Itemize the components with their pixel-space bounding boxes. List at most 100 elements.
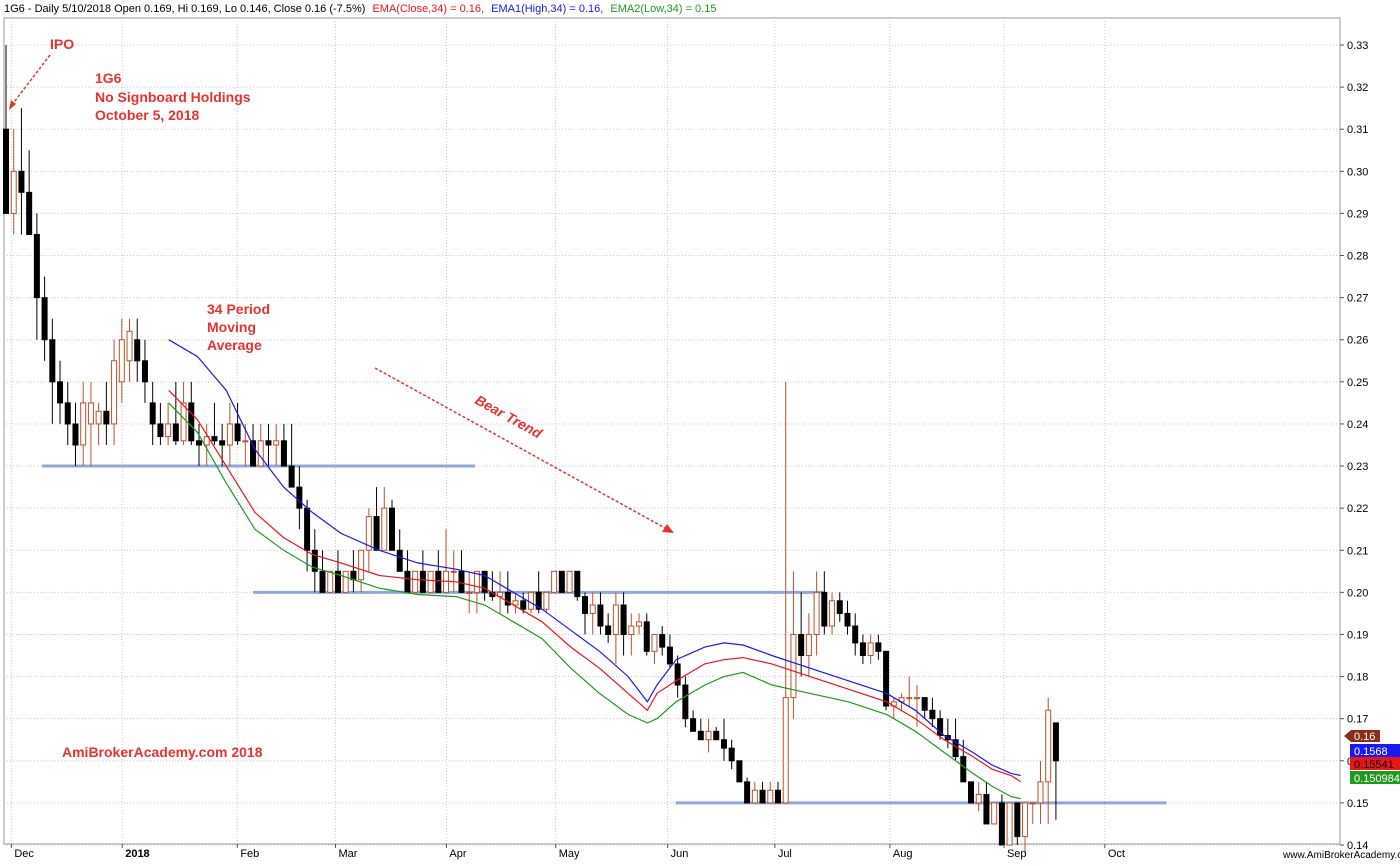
candle-body bbox=[535, 591, 542, 610]
candle-body bbox=[728, 747, 735, 762]
candle-body bbox=[41, 297, 48, 341]
candle bbox=[334, 550, 341, 593]
candle bbox=[1006, 802, 1013, 846]
candle bbox=[697, 718, 704, 741]
candle-body bbox=[913, 697, 920, 700]
candle-body bbox=[790, 633, 797, 699]
candle-body bbox=[566, 570, 573, 593]
candle bbox=[226, 402, 233, 467]
price-tag-bg bbox=[1350, 744, 1400, 757]
axis-layer: 0.140.150.160.170.180.190.200.210.220.23… bbox=[10, 40, 1368, 860]
candle-body bbox=[682, 684, 689, 720]
candle bbox=[983, 781, 990, 825]
price-tag: 0.1568 bbox=[1350, 744, 1400, 758]
candle bbox=[805, 613, 812, 677]
candle-body bbox=[435, 570, 442, 593]
candle bbox=[450, 550, 457, 593]
bear-trend-arrowhead bbox=[662, 524, 674, 533]
candle-body bbox=[365, 516, 372, 551]
candle-body bbox=[419, 570, 426, 593]
candle bbox=[597, 592, 604, 635]
candle bbox=[33, 213, 40, 340]
y-tick-label: 0.20 bbox=[1347, 587, 1368, 599]
candle-body bbox=[991, 802, 998, 825]
candle bbox=[18, 108, 25, 235]
candle bbox=[64, 381, 71, 445]
candle-body bbox=[87, 402, 94, 425]
candle bbox=[844, 600, 851, 635]
candle-body bbox=[574, 570, 581, 598]
candle bbox=[867, 634, 874, 664]
x-tick-label: May bbox=[559, 848, 580, 860]
candle-body bbox=[543, 591, 550, 610]
candle-body bbox=[473, 570, 480, 593]
x-tick-label: Aug bbox=[893, 848, 913, 860]
candle-body bbox=[697, 730, 704, 741]
candle-body bbox=[373, 516, 380, 551]
candle bbox=[551, 570, 558, 593]
candle bbox=[373, 487, 380, 551]
price-tag-label: 0.1568 bbox=[1354, 746, 1388, 758]
candle bbox=[906, 676, 913, 707]
candle-body bbox=[3, 128, 9, 214]
candle-body bbox=[311, 549, 318, 572]
x-tick-label: Apr bbox=[449, 848, 466, 860]
candle-body bbox=[458, 570, 465, 593]
candle bbox=[103, 381, 110, 445]
candle-body bbox=[512, 600, 519, 606]
candle-body bbox=[412, 570, 419, 593]
candle bbox=[481, 570, 488, 601]
candle-body bbox=[975, 793, 982, 804]
candle-body bbox=[157, 423, 164, 438]
candle-body bbox=[211, 436, 218, 442]
candle-body bbox=[242, 440, 249, 443]
candle bbox=[1014, 802, 1021, 845]
y-tick-label: 0.23 bbox=[1347, 461, 1368, 473]
candle-body bbox=[404, 570, 411, 593]
x-tick-label: Oct bbox=[1108, 848, 1125, 860]
candle-body bbox=[296, 486, 303, 509]
candle-body bbox=[844, 612, 851, 627]
candle bbox=[180, 381, 187, 445]
ema-close-line bbox=[168, 389, 1022, 783]
candle bbox=[473, 570, 480, 614]
price-tag-bg bbox=[1344, 730, 1380, 742]
candle-body bbox=[813, 591, 820, 635]
candle bbox=[674, 655, 681, 698]
candle-body bbox=[1045, 709, 1052, 783]
candle-body bbox=[504, 591, 511, 606]
candle-body bbox=[520, 600, 527, 610]
candle-body bbox=[450, 570, 457, 573]
price-tag: 0.150984 bbox=[1350, 771, 1400, 785]
y-tick-label: 0.27 bbox=[1347, 293, 1368, 305]
candle-body bbox=[720, 739, 727, 749]
candle bbox=[72, 402, 79, 467]
candle-body bbox=[643, 621, 650, 652]
candle bbox=[558, 570, 565, 593]
candle bbox=[49, 318, 56, 424]
candle bbox=[280, 423, 287, 467]
y-tick-label: 0.33 bbox=[1347, 40, 1368, 52]
candle bbox=[412, 570, 419, 593]
candle-body bbox=[1029, 802, 1036, 805]
candle bbox=[165, 402, 172, 445]
candle bbox=[381, 487, 388, 551]
candle bbox=[3, 45, 9, 214]
candle-body bbox=[651, 633, 658, 652]
x-tick-label: Jun bbox=[671, 848, 689, 860]
watermark: www.AmiBrokerAcademy.com bbox=[1282, 850, 1400, 861]
ipo-arrowhead bbox=[9, 100, 16, 110]
candle-body bbox=[628, 625, 635, 635]
candle bbox=[759, 781, 766, 804]
candle-body bbox=[304, 507, 311, 551]
price-tag-label: 0.15541 bbox=[1354, 759, 1394, 771]
candle-body bbox=[589, 604, 596, 614]
candle-body bbox=[527, 591, 534, 610]
candle-body bbox=[558, 570, 565, 593]
candle bbox=[497, 571, 504, 614]
candle-body bbox=[165, 423, 172, 438]
candle-body bbox=[836, 600, 843, 614]
candle-body bbox=[705, 730, 712, 741]
candle bbox=[605, 613, 612, 643]
